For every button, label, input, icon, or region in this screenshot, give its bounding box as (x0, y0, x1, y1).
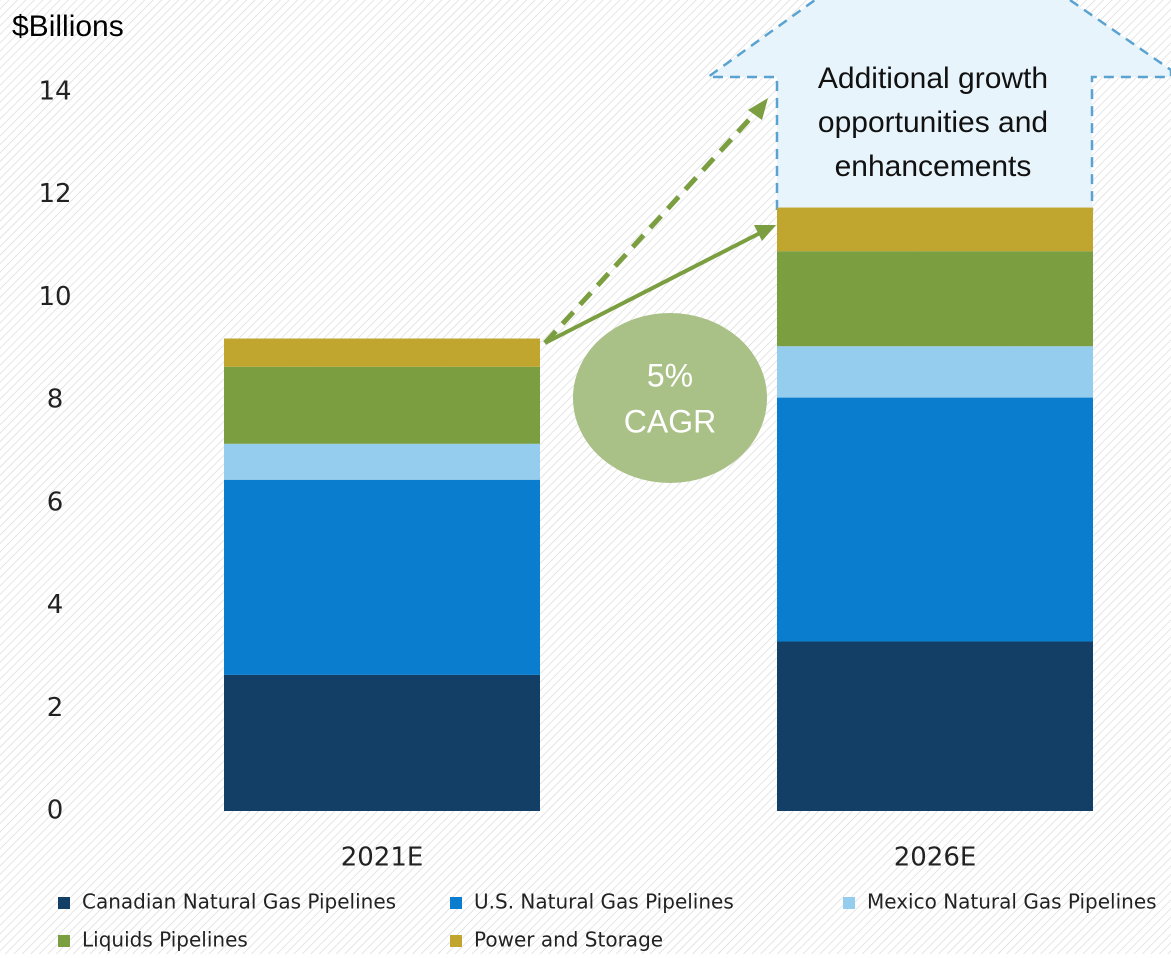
bar-segment (224, 338, 540, 367)
cagr-label: 5% (647, 357, 693, 393)
legend-label: Mexico Natural Gas Pipelines (867, 890, 1157, 914)
bar-segment (224, 479, 540, 675)
bar-segment (777, 346, 1093, 398)
bar-segment (224, 443, 540, 480)
y-tick-label: 8 (47, 385, 64, 415)
y-tick-label: 4 (47, 590, 64, 620)
growth-arrow (704, 0, 1171, 212)
arrowhead (754, 225, 776, 241)
legend-swatch (450, 935, 462, 947)
bar-segment (224, 366, 540, 444)
legend-label: Liquids Pipelines (82, 928, 248, 952)
bar-segment (224, 674, 540, 811)
legend-swatch (58, 897, 70, 909)
cagr-label: CAGR (624, 403, 716, 439)
growth-label: enhancements (835, 150, 1032, 183)
y-tick-label: 2 (47, 693, 64, 723)
legend-label: U.S. Natural Gas Pipelines (474, 890, 734, 914)
legend-swatch (58, 935, 70, 947)
bar-segment (777, 641, 1093, 811)
y-tick-label: 0 (47, 796, 64, 826)
arrowhead (748, 98, 768, 120)
y-tick-label: 14 (38, 77, 71, 107)
cagr-bubble (573, 313, 767, 483)
legend-label: Canadian Natural Gas Pipelines (82, 890, 396, 914)
x-tick-label: 2021E (341, 843, 424, 873)
bar-segment (777, 397, 1093, 642)
y-axis-label: $Billions (12, 10, 124, 43)
dashed-growth-arrow (543, 108, 760, 345)
legend-swatch (450, 897, 462, 909)
y-tick-label: 6 (47, 487, 64, 517)
cagr-arrow (544, 230, 763, 345)
bar-segment (777, 207, 1093, 252)
legend-swatch (843, 897, 855, 909)
legend-label: Power and Storage (474, 928, 663, 952)
growth-label: opportunities and (818, 106, 1048, 139)
growth-label: Additional growth (818, 62, 1048, 95)
x-tick-label: 2026E (894, 843, 977, 873)
y-tick-label: 12 (38, 179, 71, 209)
y-tick-label: 10 (38, 282, 71, 312)
bar-segment (777, 251, 1093, 347)
